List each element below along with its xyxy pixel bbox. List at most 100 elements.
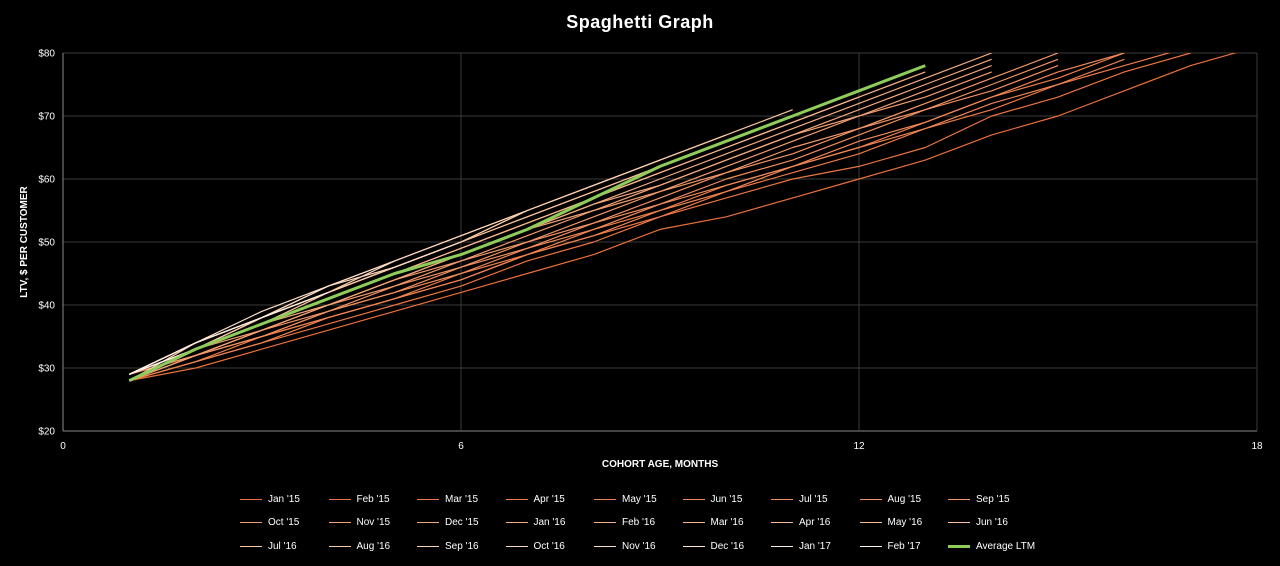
legend-item: Nov '16	[594, 537, 656, 555]
legend-swatch	[240, 545, 262, 547]
legend-swatch	[859, 498, 882, 500]
legend-swatch	[505, 522, 528, 523]
series-line	[129, 96, 860, 382]
legend-swatch	[682, 522, 705, 523]
legend-label: Apr '16	[799, 517, 831, 528]
legend-label: Aug '16	[356, 540, 391, 552]
series-line	[129, 209, 528, 382]
y-axis-title: LTV, $ PER CUSTOMER	[19, 185, 30, 297]
legend-label: Jan '16	[533, 517, 566, 528]
legend-swatch	[505, 545, 528, 547]
legend-item: Jan '15	[240, 490, 300, 508]
legend-label: Jun '16	[976, 517, 1008, 528]
series-line	[129, 53, 1171, 382]
grid	[62, 52, 1258, 432]
legend-swatch	[328, 545, 351, 547]
legend-swatch	[948, 498, 970, 500]
legend-item: Jul '16	[240, 537, 297, 555]
series-line	[129, 65, 992, 382]
legend-label: Nov '15	[356, 517, 391, 528]
legend-swatch	[771, 498, 793, 500]
legend-item: Jan '16	[505, 514, 566, 532]
legend-swatch	[240, 498, 262, 500]
legend-swatch	[594, 545, 616, 547]
legend-item: Apr '16	[771, 514, 830, 532]
legend-item: Feb '16	[594, 514, 655, 532]
legend-swatch	[682, 545, 705, 547]
legend-label: May '16	[887, 517, 923, 528]
y-tick-label: $70	[38, 112, 55, 123]
legend-swatch	[417, 522, 439, 523]
legend-label: Jan '15	[268, 493, 300, 505]
legend-label: Sep '16	[445, 540, 479, 552]
series-line	[129, 53, 1059, 382]
legend-label: Jul '15	[799, 493, 828, 505]
legend-label: May '15	[622, 493, 657, 505]
y-tick-label: $40	[38, 301, 55, 312]
legend-label: Mar '15	[445, 493, 479, 505]
legend-item: Apr '15	[505, 490, 565, 508]
legend-label: Feb '16	[622, 517, 656, 528]
legend-item: Dec '15	[417, 514, 479, 532]
legend-item: Sep '15	[948, 490, 1010, 508]
legend-label: Oct '16	[533, 540, 565, 552]
legend-swatch	[682, 498, 705, 500]
legend-item: Feb '17	[859, 537, 921, 555]
x-tick-label: 18	[1251, 441, 1263, 452]
series-lines	[128, 53, 1238, 382]
legend-label: Mar '16	[710, 517, 744, 528]
legend-item: Jul '15	[771, 490, 828, 508]
legend-item: Feb '15	[328, 490, 390, 508]
legend-label: Dec '15	[445, 517, 479, 528]
legend-swatch	[771, 522, 793, 523]
legend-item: Mar '16	[682, 514, 744, 532]
legend-swatch	[948, 522, 970, 523]
legend-swatch	[859, 545, 882, 547]
series-line	[129, 58, 1059, 375]
series-line	[129, 58, 1125, 382]
legend-item: Mar '15	[417, 490, 478, 508]
legend-label: Sep '15	[976, 493, 1010, 505]
legend-swatch	[417, 545, 439, 547]
legend-swatch	[948, 544, 970, 548]
x-tick-label: 6	[458, 441, 464, 452]
y-tick-label: $20	[38, 427, 55, 438]
x-axis-title: COHORT AGE, MONTHS	[602, 459, 719, 470]
legend-swatch	[328, 498, 351, 500]
legend-item: Sep '16	[417, 537, 479, 555]
y-tick-label: $60	[38, 175, 55, 186]
chart-title: Spaghetti Graph	[566, 12, 714, 32]
legend-item: Jan '17	[771, 537, 831, 555]
y-tick-label: $80	[38, 49, 55, 60]
series-line-average-ltm	[128, 64, 926, 382]
legend-swatch	[594, 498, 616, 500]
legend-item: May '15	[594, 490, 657, 508]
legend-item: Oct '16	[505, 537, 565, 555]
legend-swatch	[417, 498, 439, 500]
legend-label: Jun '15	[710, 493, 743, 505]
legend-label: Aug '15	[887, 493, 922, 505]
legend-swatch	[505, 498, 528, 500]
legend-item: Oct '15	[240, 514, 299, 532]
series-line	[129, 134, 727, 382]
legend-item: Nov '15	[328, 514, 391, 532]
legend-label: Feb '17	[887, 540, 921, 552]
legend-label: Jul '16	[268, 540, 297, 552]
legend-swatch	[240, 522, 262, 523]
x-tick-label: 12	[853, 441, 865, 452]
legend-label: Jan '17	[799, 540, 831, 552]
legend-swatch	[328, 522, 351, 523]
series-line	[129, 53, 1238, 382]
legend-item: Average LTM	[948, 537, 1035, 555]
legend-swatch	[859, 522, 882, 523]
y-tick-label: $50	[38, 238, 55, 249]
legend-swatch	[594, 522, 616, 523]
legend-label: Oct '15	[268, 517, 300, 528]
legend-swatch	[771, 545, 793, 547]
legend-label: Average LTM	[976, 540, 1036, 552]
legend-item: Jun '15	[682, 490, 743, 508]
legend-item: Aug '16	[328, 537, 391, 555]
legend-label: Apr '15	[533, 493, 565, 505]
legend-item: Jun '16	[948, 514, 1008, 532]
